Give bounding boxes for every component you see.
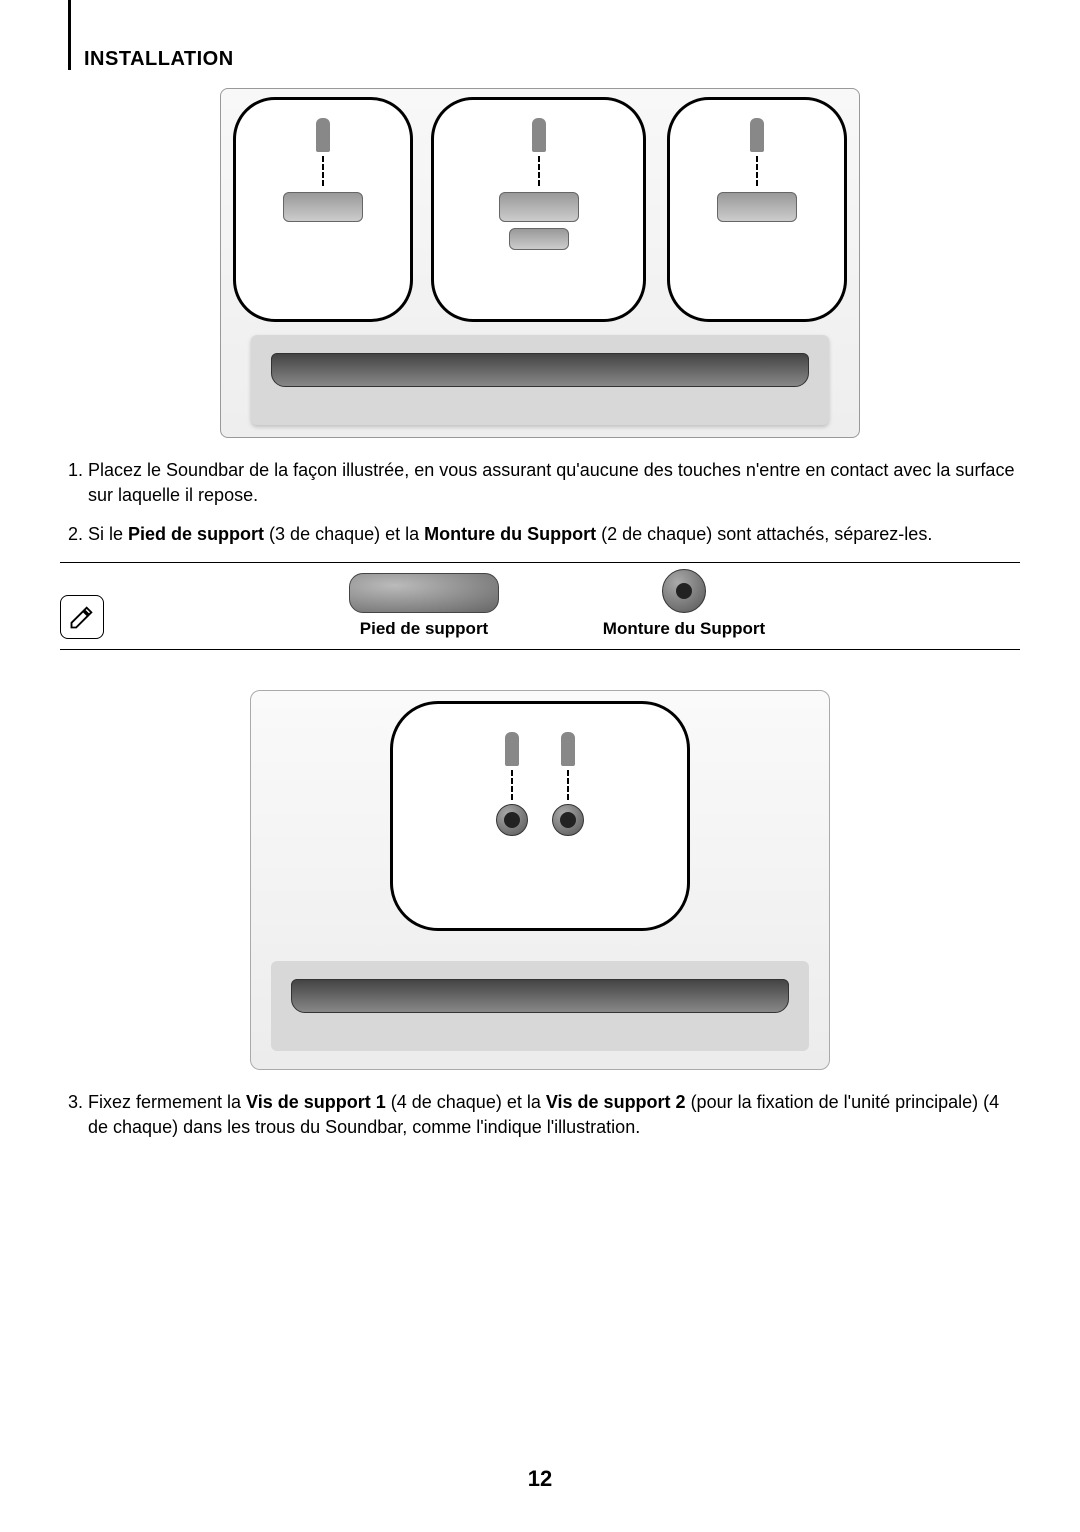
mount-part-col: Monture du Support xyxy=(564,569,804,639)
callout-center xyxy=(431,97,646,322)
dashed-arrow xyxy=(511,770,513,800)
soundbar-base xyxy=(271,961,809,1051)
page-number: 12 xyxy=(0,1466,1080,1492)
step-1: Placez le Soundbar de la façon illustrée… xyxy=(88,458,1020,508)
mount-part-image xyxy=(662,569,706,613)
parts-row: Pied de support Monture du Support xyxy=(60,562,1020,650)
dashed-arrow xyxy=(322,156,324,186)
step-3-bold1: Vis de support 1 xyxy=(246,1092,386,1112)
step-list-top: Placez le Soundbar de la façon illustrée… xyxy=(60,458,1020,548)
screw-icon xyxy=(316,118,330,152)
step-2-prefix: Si le xyxy=(88,524,128,544)
screw-icon xyxy=(505,732,519,766)
step-2-bold1: Pied de support xyxy=(128,524,264,544)
step-2-mid1: (3 de chaque) et la xyxy=(264,524,424,544)
foot-part-label: Pied de support xyxy=(284,619,564,639)
mount-piece xyxy=(552,804,584,836)
note-icon xyxy=(60,595,104,639)
dashed-arrow xyxy=(538,156,540,186)
section-title: INSTALLATION xyxy=(84,48,234,71)
header-vertical-rule xyxy=(68,0,71,70)
step-3-bold2: Vis de support 2 xyxy=(546,1092,686,1112)
callout-big xyxy=(390,701,690,931)
step-3: Fixez fermement la Vis de support 1 (4 d… xyxy=(88,1090,1020,1140)
screw-icon xyxy=(750,118,764,152)
foot-part-image xyxy=(349,573,499,613)
mount-piece xyxy=(509,228,569,250)
screw-icon xyxy=(532,118,546,152)
step-2-bold2: Monture du Support xyxy=(424,524,596,544)
dashed-arrow xyxy=(567,770,569,800)
step-list-bottom: Fixez fermement la Vis de support 1 (4 d… xyxy=(60,1090,1020,1140)
step-1-text: Placez le Soundbar de la façon illustrée… xyxy=(88,460,1014,505)
soundbar xyxy=(291,979,789,1013)
step-2: Si le Pied de support (3 de chaque) et l… xyxy=(88,522,1020,547)
callout-right xyxy=(667,97,847,322)
page-content: Placez le Soundbar de la façon illustrée… xyxy=(60,88,1020,1154)
figure-1 xyxy=(220,88,860,438)
figure-2 xyxy=(250,690,830,1070)
step-3-mid1: (4 de chaque) et la xyxy=(386,1092,546,1112)
mount-part-label: Monture du Support xyxy=(564,619,804,639)
bracket-piece xyxy=(499,192,579,222)
screw-icon xyxy=(561,732,575,766)
dashed-arrow xyxy=(756,156,758,186)
mount-piece xyxy=(496,804,528,836)
foot-part-col: Pied de support xyxy=(284,573,564,639)
soundbar xyxy=(271,353,809,387)
bracket-piece xyxy=(283,192,363,222)
bracket-piece xyxy=(717,192,797,222)
step-3-prefix: Fixez fermement la xyxy=(88,1092,246,1112)
pencil-icon xyxy=(68,603,96,631)
soundbar-base xyxy=(251,335,829,425)
callout-left xyxy=(233,97,413,322)
step-2-suffix: (2 de chaque) sont attachés, séparez-les… xyxy=(596,524,932,544)
